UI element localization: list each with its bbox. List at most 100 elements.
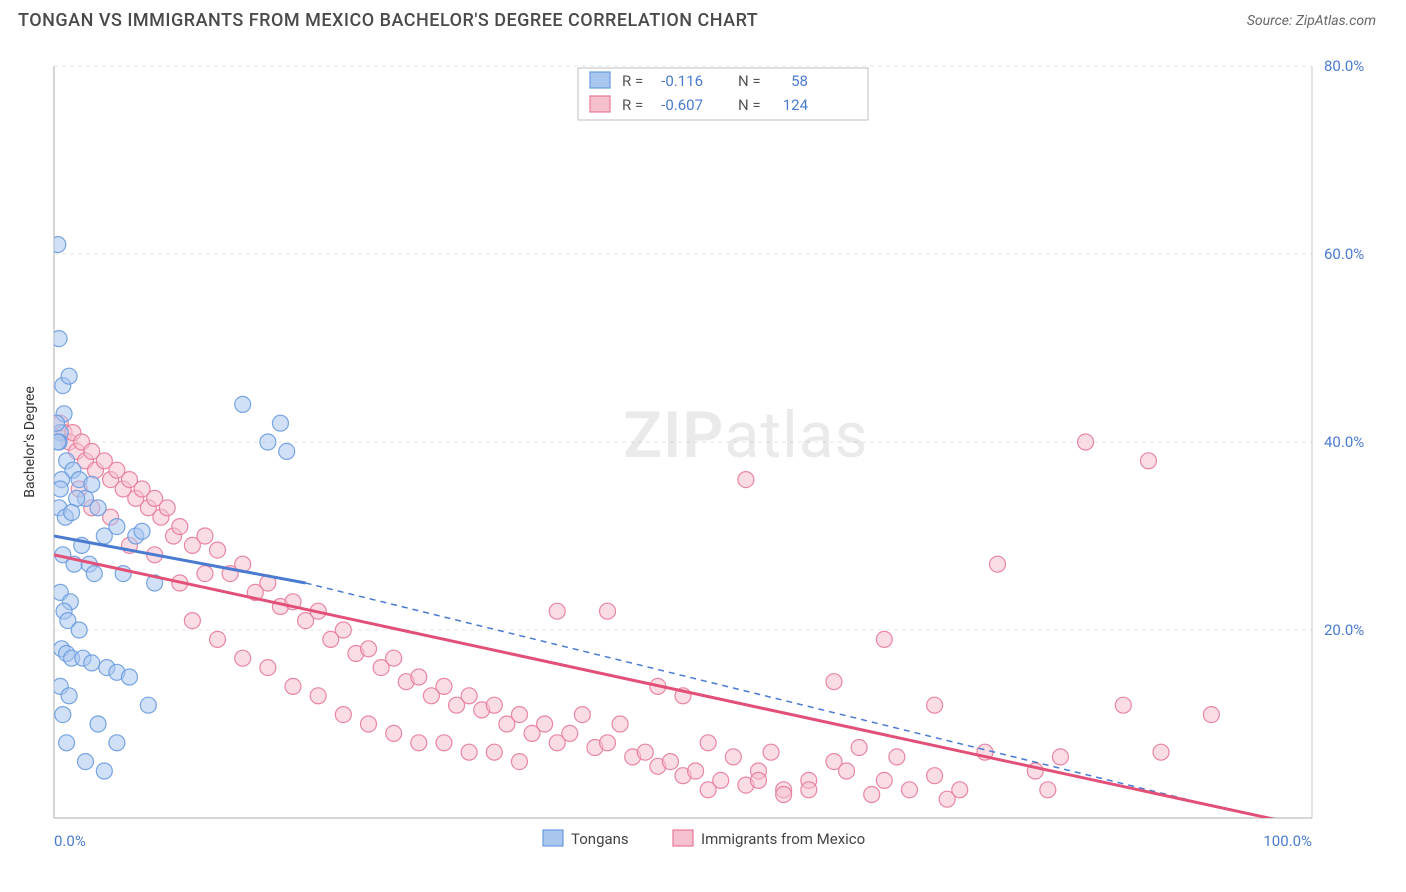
legend-n-label: N = [738,72,761,90]
title-bar: TONGAN VS IMMIGRANTS FROM MEXICO BACHELO… [0,0,1406,37]
data-point [901,782,917,798]
data-point [285,678,301,694]
data-point [952,782,968,798]
legend-label-tongans: Tongans [571,830,629,848]
data-point [386,725,402,741]
data-point [612,716,628,732]
data-point [826,674,842,690]
data-point [84,476,100,492]
data-point [776,787,792,803]
data-point [109,519,125,535]
data-point [1052,749,1068,765]
data-point [839,763,855,779]
data-point [197,528,213,544]
data-point [876,772,892,788]
data-point [411,735,427,751]
y-axis-label: Bachelor's Degree [22,386,38,498]
data-point [361,641,377,657]
data-point [90,500,106,516]
data-point [61,368,77,384]
data-point [600,603,616,619]
y-tick-label: 80.0% [1324,57,1364,75]
legend-r-label: R = [622,96,643,114]
data-point [1203,707,1219,723]
data-point [159,500,175,516]
data-point [272,415,288,431]
data-point [574,707,590,723]
data-point [662,754,678,770]
data-point [411,669,427,685]
x-tick-label: 100.0% [1263,832,1312,850]
data-point [738,472,754,488]
scatter-chart-svg: 20.0%40.0%60.0%80.0%0.0%100.0%ZIPatlasBa… [18,48,1388,862]
data-point [210,631,226,647]
legend-n-value: 58 [791,72,808,90]
data-point [876,631,892,647]
data-point [197,566,213,582]
data-point [386,650,402,666]
data-point [140,697,156,713]
data-point [725,749,741,765]
data-point [461,744,477,760]
data-point [84,655,100,671]
data-point [1078,434,1094,450]
data-point [77,754,93,770]
data-point [801,782,817,798]
data-point [71,622,87,638]
data-point [927,768,943,784]
data-point [864,787,880,803]
data-point [109,735,125,751]
data-point [64,505,80,521]
legend-n-value: 124 [783,96,809,114]
data-point [927,697,943,713]
legend-r-value: -0.116 [661,72,703,90]
data-point [1153,744,1169,760]
legend-label-mexico: Immigrants from Mexico [701,830,865,848]
y-tick-label: 60.0% [1324,245,1364,263]
data-point [1115,697,1131,713]
data-point [121,669,137,685]
data-point [750,772,766,788]
data-point [486,744,502,760]
data-point [279,443,295,459]
data-point [361,716,377,732]
data-point [851,740,867,756]
data-point [184,613,200,629]
data-point [61,688,77,704]
data-point [49,415,65,431]
data-point [700,735,716,751]
chart-area: 20.0%40.0%60.0%80.0%0.0%100.0%ZIPatlasBa… [18,48,1388,862]
data-point [59,735,75,751]
legend-r-value: -0.607 [661,96,703,114]
legend-swatch [673,830,693,846]
legend-n-label: N = [738,96,761,114]
data-point [50,237,66,253]
data-point [688,763,704,779]
legend-r-label: R = [622,72,643,90]
data-point [537,716,553,732]
data-point [335,622,351,638]
legend-swatch [543,830,563,846]
data-point [1040,782,1056,798]
legend-swatch [590,96,610,112]
data-point [436,735,452,751]
data-point [235,396,251,412]
data-point [55,707,71,723]
data-point [511,754,527,770]
data-point [335,707,351,723]
data-point [600,735,616,751]
data-point [549,603,565,619]
data-point [96,763,112,779]
data-point [486,697,502,713]
data-point [637,744,653,760]
data-point [210,542,226,558]
data-point [50,434,66,450]
legend-swatch [590,72,610,88]
y-tick-label: 20.0% [1324,621,1364,639]
data-point [436,678,452,694]
data-point [511,707,527,723]
data-point [763,744,779,760]
data-point [260,660,276,676]
data-point [700,782,716,798]
data-point [562,725,578,741]
